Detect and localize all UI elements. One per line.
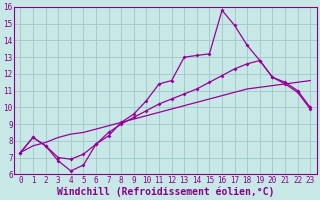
X-axis label: Windchill (Refroidissement éolien,°C): Windchill (Refroidissement éolien,°C) [57, 186, 274, 197]
